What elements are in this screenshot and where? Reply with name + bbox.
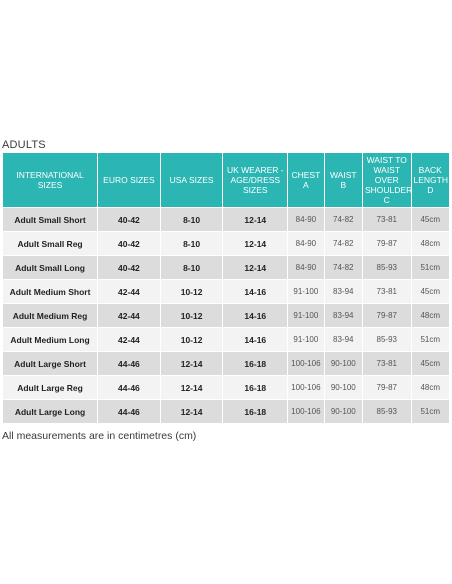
- table-row: Adult Medium Long 42-44 10-12 14-16 91-100 83…: [1, 327, 451, 352]
- cell-usa-size: 8-10: [159, 207, 224, 232]
- cell-chest: 84-90: [287, 255, 325, 280]
- table-row: Adult Small Reg 40-42 8-10 12-14 84-90 74-82 7…: [1, 231, 451, 256]
- cell-international-size: Adult Small Short: [1, 207, 99, 232]
- cell-international-size: Adult Large Long: [1, 399, 99, 424]
- cell-international-size: Adult Small Long: [1, 255, 99, 280]
- header-international-sizes: INTERNATIONAL SIZES: [1, 152, 99, 208]
- cell-waist: 90-100: [323, 351, 363, 376]
- header-chest: CHEST A: [287, 152, 325, 208]
- cell-international-size: Adult Medium Short: [1, 279, 99, 304]
- cell-usa-size: 12-14: [159, 399, 224, 424]
- cell-waist: 90-100: [323, 399, 363, 424]
- cell-euro-size: 44-46: [97, 351, 161, 376]
- cell-uk-size: 16-18: [222, 351, 289, 376]
- cell-waist-to-waist: 73-81: [361, 351, 412, 376]
- cell-waist: 83-94: [323, 303, 363, 328]
- table-row: Adult Large Reg 44-46 12-14 16-18 100-106 90-…: [1, 375, 451, 400]
- cell-euro-size: 40-42: [97, 231, 161, 256]
- table-row: Adult Small Long 40-42 8-10 12-14 84-90 74-82…: [1, 255, 451, 280]
- cell-usa-size: 10-12: [159, 303, 224, 328]
- cell-usa-size: 10-12: [159, 279, 224, 304]
- cell-uk-size: 16-18: [222, 375, 289, 400]
- cell-waist: 90-100: [323, 375, 363, 400]
- cell-euro-size: 40-42: [97, 255, 161, 280]
- cell-waist: 74-82: [323, 207, 363, 232]
- cell-waist-to-waist: 79-87: [361, 375, 412, 400]
- header-usa-sizes: USA SIZES: [159, 152, 224, 208]
- cell-usa-size: 12-14: [159, 375, 224, 400]
- cell-chest: 84-90: [287, 207, 325, 232]
- cell-waist: 74-82: [323, 255, 363, 280]
- cell-back-length: 48cm: [410, 375, 451, 400]
- cell-waist-to-waist: 79-87: [361, 303, 412, 328]
- cell-chest: 91-100: [287, 303, 325, 328]
- cell-waist-to-waist: 79-87: [361, 231, 412, 256]
- cell-waist-to-waist: 73-81: [361, 207, 412, 232]
- table-body: Adult Small Short 40-42 8-10 12-14 84-90 74-8…: [1, 207, 451, 424]
- cell-chest: 91-100: [287, 327, 325, 352]
- measurement-note: All measurements are in centimetres (cm): [2, 430, 197, 442]
- cell-waist-to-waist: 85-93: [361, 255, 412, 280]
- cell-back-length: 45cm: [410, 207, 451, 232]
- cell-uk-size: 12-14: [222, 207, 289, 232]
- cell-euro-size: 44-46: [97, 399, 161, 424]
- size-chart-table: INTERNATIONAL SIZES EURO SIZES USA SIZES…: [1, 152, 451, 424]
- header-row: INTERNATIONAL SIZES EURO SIZES USA SIZES…: [1, 152, 451, 208]
- cell-back-length: 51cm: [410, 399, 451, 424]
- table-row: Adult Large Long 44-46 12-14 16-18 100-106 90…: [1, 399, 451, 424]
- cell-back-length: 51cm: [410, 327, 451, 352]
- table-caption: ADULTS: [2, 139, 46, 151]
- header-back-length: BACK LENGTH D: [410, 152, 451, 208]
- cell-waist-to-waist: 73-81: [361, 279, 412, 304]
- cell-usa-size: 8-10: [159, 231, 224, 256]
- table-row: Adult Small Short 40-42 8-10 12-14 84-90 74-8…: [1, 207, 451, 232]
- header-waist-to-waist: WAIST TO WAIST OVER SHOULDER C: [361, 152, 412, 208]
- cell-international-size: Adult Large Reg: [1, 375, 99, 400]
- cell-euro-size: 40-42: [97, 207, 161, 232]
- cell-uk-size: 14-16: [222, 327, 289, 352]
- table-row: Adult Medium Reg 42-44 10-12 14-16 91-100 83-…: [1, 303, 451, 328]
- table-row: Adult Large Short 44-46 12-14 16-18 100-106 9…: [1, 351, 451, 376]
- cell-usa-size: 10-12: [159, 327, 224, 352]
- cell-euro-size: 42-44: [97, 279, 161, 304]
- cell-chest: 91-100: [287, 279, 325, 304]
- table-row: Adult Medium Short 42-44 10-12 14-16 91-100 8…: [1, 279, 451, 304]
- cell-chest: 100-106: [287, 399, 325, 424]
- cell-waist: 83-94: [323, 279, 363, 304]
- cell-euro-size: 44-46: [97, 375, 161, 400]
- header-uk-sizes: UK WEARER - AGE/DRESS SIZES: [222, 152, 289, 208]
- cell-euro-size: 42-44: [97, 303, 161, 328]
- cell-waist-to-waist: 85-93: [361, 327, 412, 352]
- cell-waist-to-waist: 85-93: [361, 399, 412, 424]
- cell-chest: 100-106: [287, 375, 325, 400]
- cell-waist: 74-82: [323, 231, 363, 256]
- header-euro-sizes: EURO SIZES: [97, 152, 161, 208]
- cell-chest: 100-106: [287, 351, 325, 376]
- cell-international-size: Adult Small Reg: [1, 231, 99, 256]
- cell-back-length: 48cm: [410, 303, 451, 328]
- cell-back-length: 48cm: [410, 231, 451, 256]
- cell-uk-size: 12-14: [222, 231, 289, 256]
- header-waist: WAIST B: [323, 152, 363, 208]
- cell-back-length: 51cm: [410, 255, 451, 280]
- cell-international-size: Adult Large Short: [1, 351, 99, 376]
- cell-uk-size: 14-16: [222, 303, 289, 328]
- cell-back-length: 45cm: [410, 279, 451, 304]
- cell-uk-size: 14-16: [222, 279, 289, 304]
- cell-euro-size: 42-44: [97, 327, 161, 352]
- cell-back-length: 45cm: [410, 351, 451, 376]
- cell-waist: 83-94: [323, 327, 363, 352]
- cell-usa-size: 8-10: [159, 255, 224, 280]
- cell-usa-size: 12-14: [159, 351, 224, 376]
- cell-international-size: Adult Medium Reg: [1, 303, 99, 328]
- cell-uk-size: 16-18: [222, 399, 289, 424]
- cell-chest: 84-90: [287, 231, 325, 256]
- cell-uk-size: 12-14: [222, 255, 289, 280]
- cell-international-size: Adult Medium Long: [1, 327, 99, 352]
